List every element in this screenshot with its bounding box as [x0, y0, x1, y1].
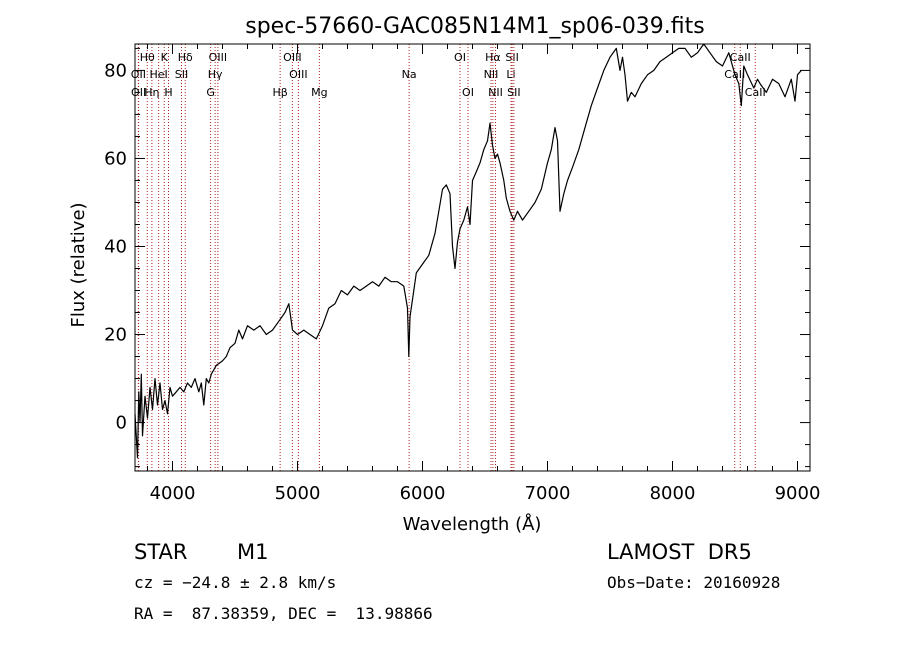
line-marker-label: NII: [488, 86, 503, 99]
line-marker-label: G: [206, 86, 215, 99]
line-marker-label: Hθ: [140, 51, 155, 64]
line-marker-label: Li: [506, 68, 515, 81]
line-marker-label: Hβ: [272, 86, 287, 99]
y-tick-label: 80: [104, 60, 127, 81]
line-marker-label: HeI: [149, 68, 167, 81]
line-marker-label: Mg: [311, 86, 327, 99]
line-marker-label: CaII: [745, 86, 766, 99]
line-marker-label: H: [164, 86, 172, 99]
line-marker-label: OIII: [289, 68, 307, 81]
plot-frame: [134, 43, 811, 472]
y-tick-label: 60: [104, 148, 127, 169]
chart-title: spec-57660-GAC085N14M1_sp06-039.fits: [245, 14, 705, 39]
line-marker-label: SII: [505, 51, 518, 64]
y-tick-label: 20: [104, 325, 127, 346]
line-marker-label: Hδ: [178, 51, 193, 64]
survey-label: LAMOST DR5: [607, 540, 752, 564]
coordinates: RA = 87.38359, DEC = 13.98866: [134, 604, 433, 623]
line-marker-label: Hγ: [208, 68, 223, 81]
x-tick-label: 7000: [525, 483, 571, 504]
y-tick-label: 40: [104, 236, 127, 257]
line-marker-label: SII: [507, 86, 520, 99]
x-tick-label: 4000: [150, 483, 196, 504]
x-axis-label: Wavelength (Å): [403, 513, 542, 535]
line-marker-label: Na: [402, 68, 417, 81]
line-marker-label: Hη: [144, 86, 159, 99]
object-class: STAR: [134, 540, 188, 564]
x-tick-label: 9000: [775, 483, 821, 504]
spectrum-layer: [134, 43, 802, 459]
line-marker-label: OIII: [209, 51, 227, 64]
line-marker-label: NII: [484, 68, 499, 81]
spectrum-line-0: [134, 43, 802, 459]
cz-value: cz = −24.8 ± 2.8 km/s: [134, 573, 337, 592]
x-tick-label: 6000: [400, 483, 446, 504]
line-marker-label: OI: [462, 86, 474, 99]
x-tick-label: 8000: [650, 483, 696, 504]
line-marker-label: Hα: [485, 51, 501, 64]
axis-layer: 4000 5000 6000 7000 8000 9000 0 20 40 60 80: [104, 44, 820, 504]
line-marker-label: OIII: [283, 51, 301, 64]
x-tick-label: 5000: [275, 483, 321, 504]
line-marker-label: OI: [454, 51, 466, 64]
line-marker-label: CaII: [730, 51, 751, 64]
object-subclass: M1: [237, 540, 269, 564]
obs-date: Obs−Date: 20160928: [607, 573, 781, 592]
line-marker-label: SII: [175, 68, 188, 81]
y-tick-label: 0: [116, 413, 127, 434]
line-marker-label: K: [161, 51, 169, 64]
y-axis-label: Flux (relative): [68, 202, 89, 327]
